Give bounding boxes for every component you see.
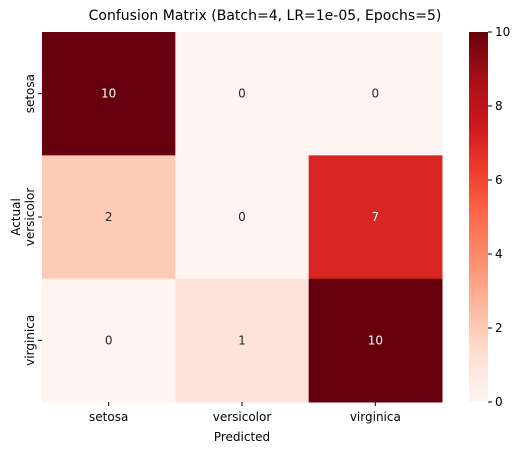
cell-value-label: 2 [105,210,113,224]
colorbar-gradient [469,32,488,402]
cell-value-label: 0 [372,87,380,101]
y-tick-label: virginica [23,315,37,366]
cell-value-label: 10 [368,333,383,347]
y-tick-label: setosa [23,74,37,113]
colorbar-tick-label: 4 [495,247,503,261]
x-axis: setosa versicolor virginica [89,402,401,424]
x-tick-label: virginica [350,410,401,424]
cell-value-label: 0 [238,87,246,101]
heatmap-cell-setosa-setosa [42,32,176,156]
x-tick-label: versicolor [213,410,272,424]
chart-title: Confusion Matrix (Batch=4, LR=1e-05, Epo… [89,8,442,24]
colorbar-tick-label: 6 [495,173,503,187]
x-axis-label: Predicted [214,430,270,444]
heatmap-cell-virginica-setosa [42,278,176,403]
y-axis-label: Actual [9,198,23,236]
y-axis: setosa versicolor virginica [23,74,42,366]
cell-value-label: 10 [101,87,116,101]
colorbar: 0 2 4 6 8 10 [469,25,510,409]
cell-value-label: 7 [372,210,380,224]
heatmap-cell-versicolor-setosa [42,155,176,280]
heatmap-cell-virginica-versicolor [175,278,310,403]
colorbar-tick-label: 8 [495,99,503,113]
heatmap-cell-virginica-virginica [308,278,443,403]
heatmap-cell-versicolor-virginica [308,155,443,280]
heatmap-cells [42,32,443,403]
heatmap-cell-setosa-versicolor [175,32,310,156]
heatmap-annotations: 10 0 0 2 0 7 0 1 10 [101,87,383,348]
heatmap-cell-setosa-virginica [308,32,443,156]
y-tick-label: versicolor [23,188,37,247]
heatmap-cell-versicolor-versicolor [175,155,310,280]
cell-value-label: 1 [238,333,246,347]
cell-value-label: 0 [238,210,246,224]
colorbar-tick-label: 10 [495,25,510,39]
colorbar-tick-label: 0 [495,395,503,409]
colorbar-tick-label: 2 [495,321,503,335]
cell-value-label: 0 [105,333,113,347]
x-tick-label: setosa [89,410,128,424]
